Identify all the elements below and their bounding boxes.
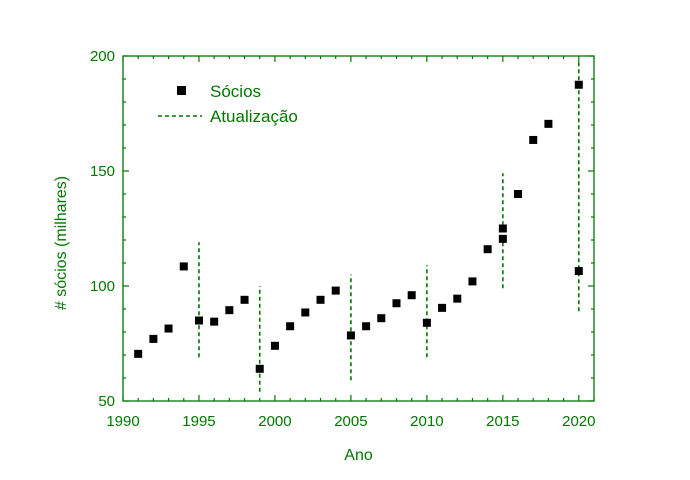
y-tick-label: 200	[90, 48, 115, 65]
data-point	[346, 331, 355, 340]
y-tick-label: 150	[90, 163, 115, 180]
data-point	[438, 303, 447, 312]
data-point	[270, 341, 279, 350]
data-point	[574, 267, 583, 276]
data-point	[453, 294, 462, 303]
plot-frame	[122, 55, 595, 402]
y-axis-title: # sócios (milhares)	[53, 176, 70, 310]
data-point	[392, 299, 401, 308]
x-tick-label: 2000	[258, 413, 291, 430]
x-tick-label: 2005	[334, 413, 367, 430]
data-point	[179, 262, 188, 271]
legend-label-socios: Sócios	[210, 82, 261, 101]
axis-tick-labels: 1990 1995 2000 2005 2010 2015 2020 50 100 150 200	[90, 48, 596, 430]
axis-ticks	[122, 55, 595, 402]
data-point	[407, 291, 416, 300]
data-point	[498, 234, 507, 243]
data-point	[225, 306, 234, 315]
y-tick-label: 50	[98, 393, 115, 410]
data-point	[468, 277, 477, 286]
data-point	[164, 324, 173, 333]
data-points	[134, 80, 583, 373]
data-point	[377, 314, 386, 323]
data-point	[210, 317, 219, 326]
data-point	[255, 364, 264, 373]
legend-label-atualizacao: Atualização	[210, 107, 298, 126]
x-tick-label: 1995	[182, 413, 215, 430]
data-point	[149, 334, 158, 343]
data-point	[316, 295, 325, 304]
data-point	[514, 190, 523, 198]
data-point	[362, 322, 371, 331]
data-point	[483, 245, 492, 254]
x-tick-label: 2015	[486, 413, 519, 430]
legend: Sócios Atualização	[158, 82, 298, 126]
data-point	[529, 135, 538, 144]
data-point	[134, 349, 143, 358]
y-tick-label: 100	[90, 278, 115, 295]
data-point	[574, 80, 583, 89]
x-tick-label: 2020	[562, 413, 595, 430]
data-point	[422, 318, 431, 327]
data-point	[498, 224, 507, 233]
data-point	[194, 316, 203, 325]
legend-square-marker	[177, 86, 186, 95]
data-point	[301, 308, 310, 317]
x-axis-title: Ano	[344, 447, 373, 464]
data-point	[331, 286, 340, 295]
data-point	[286, 322, 295, 331]
x-tick-label: 1990	[106, 413, 139, 430]
data-point	[240, 295, 249, 304]
x-tick-label: 2010	[410, 413, 443, 430]
data-point	[544, 119, 553, 128]
